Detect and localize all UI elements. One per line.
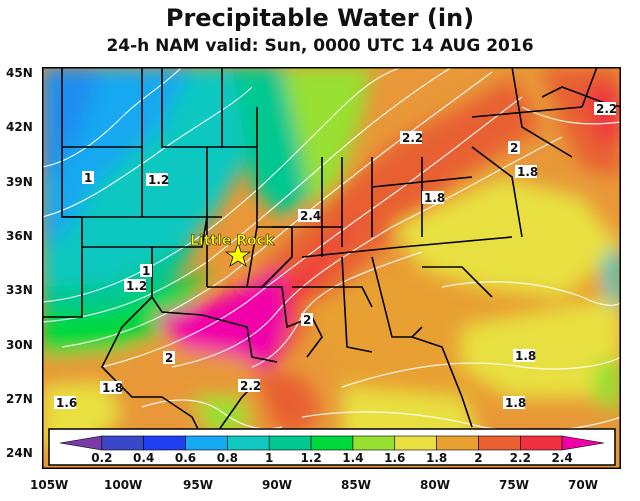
precip-water-map: Little Rock 2.2 2.2 1.8 1.8 2.4 1 1.2 1 …	[42, 67, 621, 469]
colorbar-tick-label: 1.8	[426, 451, 447, 465]
colorbar-tick-label: 0.2	[91, 451, 112, 465]
lat-label: 42N	[6, 120, 33, 134]
colorbar-tick-label: 0.8	[217, 451, 238, 465]
lon-label: 95W	[183, 478, 213, 492]
colorbar-swatch	[520, 435, 563, 451]
lat-label: 27N	[6, 392, 33, 406]
lat-label: 33N	[6, 283, 33, 297]
lon-label: 85W	[341, 478, 371, 492]
colorbar-tick-label: 0.4	[133, 451, 154, 465]
colorbar-swatch	[478, 435, 521, 451]
colorbar-swatch	[436, 435, 479, 451]
state-boundaries	[42, 67, 621, 449]
contour-label: 1.8	[505, 396, 526, 410]
colorbar-swatch	[227, 435, 270, 451]
colorbar-swatch	[101, 435, 144, 451]
star-icon[interactable]	[224, 241, 252, 267]
colorbar-tick-label: 2.4	[552, 451, 573, 465]
precip-field	[42, 67, 621, 457]
colorbar-tick-label: 2	[474, 451, 482, 465]
lon-label: 75W	[499, 478, 529, 492]
lon-label: 90W	[262, 478, 292, 492]
contour-label: 1.8	[517, 165, 538, 179]
lon-label: 80W	[420, 478, 450, 492]
contour-label: 2.2	[402, 131, 423, 145]
contour-label: 1.2	[126, 279, 147, 293]
colorbar-swatch	[185, 435, 228, 451]
map-title: Precipitable Water (in)	[165, 4, 475, 32]
contour-label: 1.6	[56, 396, 77, 410]
lat-label: 39N	[6, 175, 33, 189]
lat-label: 45N	[6, 66, 33, 80]
colorbar: 0.2 0.4 0.6 0.8 1 1.2 1.4 1.6 1.8 2 2.2 2.4	[48, 428, 616, 466]
contour-label: 2.2	[240, 379, 261, 393]
contour-label: 1.8	[515, 349, 536, 363]
contour-label: 2.4	[300, 209, 321, 223]
colorbar-tick-label: 1.6	[384, 451, 405, 465]
contour-label: 1.2	[148, 173, 169, 187]
colorbar-swatch	[352, 435, 396, 451]
contour-label: 1.8	[424, 191, 445, 205]
map-subtitle: 24-h NAM valid: Sun, 0000 UTC 14 AUG 201…	[106, 36, 534, 56]
contour-label: 1.8	[102, 381, 123, 395]
contour-label: 1	[84, 171, 92, 185]
map-panel[interactable]: Little Rock 2.2 2.2 1.8 1.8 2.4 1 1.2 1 …	[42, 67, 621, 469]
colorbar-tick-label: 0.6	[175, 451, 196, 465]
lon-label: 100W	[104, 478, 143, 492]
lat-label: 24N	[6, 446, 33, 460]
colorbar-tick-label: 1.4	[342, 451, 363, 465]
contour-label: 1	[142, 264, 150, 278]
colorbar-tick-label: 1.2	[300, 451, 321, 465]
colorbar-swatch	[561, 435, 605, 451]
lat-label: 36N	[6, 229, 33, 243]
colorbar-tick-label: 2.2	[510, 451, 531, 465]
contour-label: 2	[303, 313, 311, 327]
contour-labels: 2.2 2.2 1.8 1.8 2.4 1 1.2 1 1.2 2 2 1.8 …	[54, 102, 617, 410]
lon-label: 70W	[568, 478, 598, 492]
colorbar-swatch	[268, 435, 312, 451]
colorbar-swatch	[143, 435, 186, 451]
colorbar-tick-label: 1	[265, 451, 273, 465]
lon-label: 105W	[30, 478, 69, 492]
contour-lines	[42, 67, 621, 432]
colorbar-swatch	[394, 435, 437, 451]
contour-label: 2	[510, 141, 518, 155]
contour-label: 2.2	[596, 102, 617, 116]
lat-label: 30N	[6, 338, 33, 352]
colorbar-swatch	[310, 435, 354, 451]
contour-label: 2	[165, 351, 173, 365]
city-label: Little Rock	[190, 233, 275, 249]
